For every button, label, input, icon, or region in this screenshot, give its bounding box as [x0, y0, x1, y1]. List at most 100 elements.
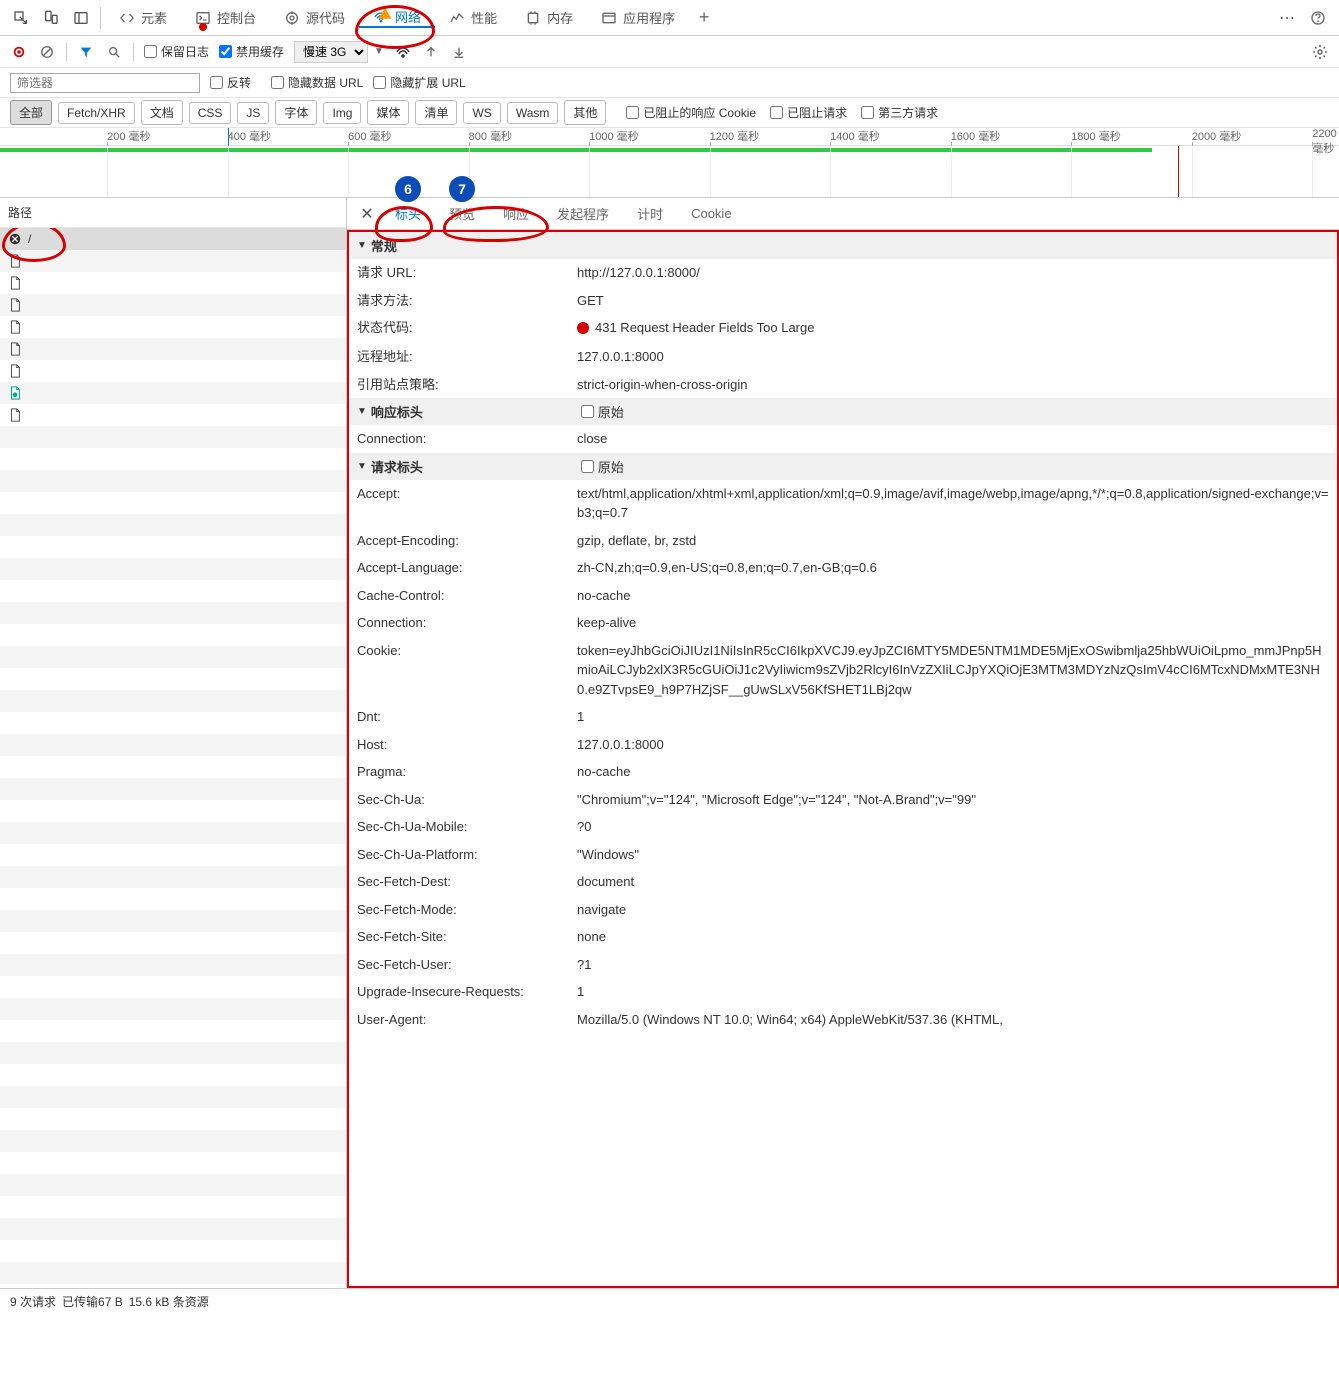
dtab-response[interactable]: 响应 [489, 204, 543, 223]
timeline-tick: 800 毫秒 [469, 128, 512, 144]
section-general[interactable]: ▼ 常规 [349, 232, 1337, 259]
kv-value: token=eyJhbGciOiJIUzI1NiIsInR5cCI6IkpXVC… [577, 641, 1329, 700]
kv-key: Connection: [357, 429, 577, 449]
tab-network[interactable]: 网络 [359, 7, 435, 28]
preserve-log-checkbox[interactable]: 保留日志 [144, 43, 209, 60]
request-row[interactable] [0, 382, 346, 404]
tab-elements[interactable]: 元素 [105, 0, 181, 35]
help-icon[interactable] [1303, 3, 1333, 33]
chip-media[interactable]: 媒体 [367, 100, 409, 125]
tab-label: 性能 [471, 8, 497, 27]
kv-value: 127.0.0.1:8000 [577, 735, 1329, 755]
tab-label: 控制台 [217, 8, 256, 27]
request-row[interactable] [0, 360, 346, 382]
kv-value: text/html,application/xhtml+xml,applicat… [577, 484, 1329, 523]
kv-value: 127.0.0.1:8000 [577, 347, 1329, 367]
request-row[interactable] [0, 316, 346, 338]
timeline-tick: 2000 毫秒 [1192, 128, 1242, 144]
request-row[interactable] [0, 294, 346, 316]
dtab-cookies[interactable]: Cookie [677, 198, 745, 229]
kv-value: "Windows" [577, 845, 1329, 865]
dtab-headers[interactable]: 标头 [381, 204, 435, 223]
disable-cache-checkbox[interactable]: 禁用缓存 [219, 43, 284, 60]
tab-application[interactable]: 应用程序 [587, 0, 689, 35]
search-icon[interactable] [105, 43, 123, 61]
kv-key: Cache-Control: [357, 586, 577, 606]
export-icon[interactable] [450, 43, 468, 61]
tab-memory[interactable]: 内存 [511, 0, 587, 35]
preserve-log-cb[interactable] [144, 45, 157, 58]
chip-wasm[interactable]: Wasm [507, 102, 559, 124]
timeline[interactable]: 200 毫秒400 毫秒600 毫秒800 毫秒1000 毫秒1200 毫秒14… [0, 128, 1339, 198]
hide-data-urls-checkbox[interactable]: 隐藏数据 URL [271, 74, 363, 91]
request-row[interactable]: / [0, 228, 346, 250]
request-row[interactable] [0, 272, 346, 294]
chip-fetchxhr[interactable]: Fetch/XHR [58, 102, 135, 124]
chip-js[interactable]: JS [237, 102, 269, 124]
status-transferred: 已传输67 B [62, 1293, 123, 1310]
request-name: / [28, 232, 31, 246]
timeline-activity-bar [0, 148, 1152, 152]
chip-other[interactable]: 其他 [564, 100, 606, 125]
dtab-initiator[interactable]: 发起程序 [543, 198, 623, 229]
kv-key: User-Agent: [357, 1010, 577, 1030]
document-icon [8, 408, 22, 422]
filter-input[interactable] [10, 73, 200, 93]
raw-toggle[interactable]: 原始 [581, 457, 624, 476]
kv-value: none [577, 927, 1329, 947]
divider [133, 43, 134, 61]
dtab-preview[interactable]: 预览 [435, 204, 489, 223]
request-row[interactable] [0, 338, 346, 360]
tab-console[interactable]: 控制台 [181, 0, 270, 35]
thirdparty-checkbox[interactable]: 第三方请求 [861, 104, 938, 121]
timeline-tick: 1600 毫秒 [951, 128, 1001, 144]
throttling-select[interactable]: 慢速 3G [294, 41, 368, 63]
hide-ext-urls-checkbox[interactable]: 隐藏扩展 URL [373, 74, 465, 91]
kv-key: 请求方法: [357, 291, 577, 311]
request-row[interactable] [0, 250, 346, 272]
blocked-cookies-checkbox[interactable]: 已阻止的响应 Cookie [626, 104, 756, 121]
kv-key: Accept-Language: [357, 558, 577, 578]
disable-cache-cb[interactable] [219, 45, 232, 58]
chip-doc[interactable]: 文档 [141, 100, 183, 125]
raw-toggle[interactable]: 原始 [581, 402, 624, 421]
dropdown-arrow-icon: ▼ [374, 46, 384, 57]
kv-key: 请求 URL: [357, 263, 577, 283]
details-pane: ✕ 6 标头 7 预览 响应 发起程序 计时 Cookie ▼ 常规 请求 UR… [347, 198, 1339, 1288]
chip-all[interactable]: 全部 [10, 100, 52, 125]
requests-column-header[interactable]: 路径 [0, 198, 346, 228]
chip-ws[interactable]: WS [463, 102, 500, 124]
kv-key: Host: [357, 735, 577, 755]
details-tabs: ✕ 6 标头 7 预览 响应 发起程序 计时 Cookie [347, 198, 1339, 230]
dock-side-icon[interactable] [66, 3, 96, 33]
settings-icon[interactable] [1311, 43, 1329, 61]
filter-icon[interactable] [77, 43, 95, 61]
kv-key: Pragma: [357, 762, 577, 782]
invert-checkbox[interactable]: 反转 [210, 74, 251, 91]
network-conditions-icon[interactable] [394, 43, 412, 61]
tab-label: 元素 [141, 8, 167, 27]
request-row[interactable] [0, 404, 346, 426]
timeline-tick: 1000 毫秒 [589, 128, 639, 144]
more-icon[interactable]: ⋯ [1273, 3, 1303, 33]
import-icon[interactable] [422, 43, 440, 61]
kv-value: 431 Request Header Fields Too Large [577, 318, 1329, 339]
kv-value: zh-CN,zh;q=0.9,en-US;q=0.8,en;q=0.7,en-G… [577, 558, 1329, 578]
tab-sources[interactable]: 源代码 [270, 0, 359, 35]
blocked-requests-checkbox[interactable]: 已阻止请求 [770, 104, 847, 121]
inspect-icon[interactable] [6, 3, 36, 33]
chip-manifest[interactable]: 清单 [415, 100, 457, 125]
device-toggle-icon[interactable] [36, 3, 66, 33]
chip-font[interactable]: 字体 [275, 100, 317, 125]
section-response-headers[interactable]: ▼ 响应标头 原始 [349, 398, 1337, 425]
section-request-headers[interactable]: ▼ 请求标头 原始 [349, 453, 1337, 480]
add-tab-icon[interactable]: + [689, 3, 719, 33]
chip-css[interactable]: CSS [189, 102, 232, 124]
chip-img[interactable]: Img [323, 102, 361, 124]
close-details-icon[interactable]: ✕ [353, 200, 381, 228]
record-icon[interactable] [10, 43, 28, 61]
clear-icon[interactable] [38, 43, 56, 61]
timeline-tick: 600 毫秒 [348, 128, 391, 144]
dtab-timing[interactable]: 计时 [623, 198, 677, 229]
tab-performance[interactable]: 性能 [435, 0, 511, 35]
